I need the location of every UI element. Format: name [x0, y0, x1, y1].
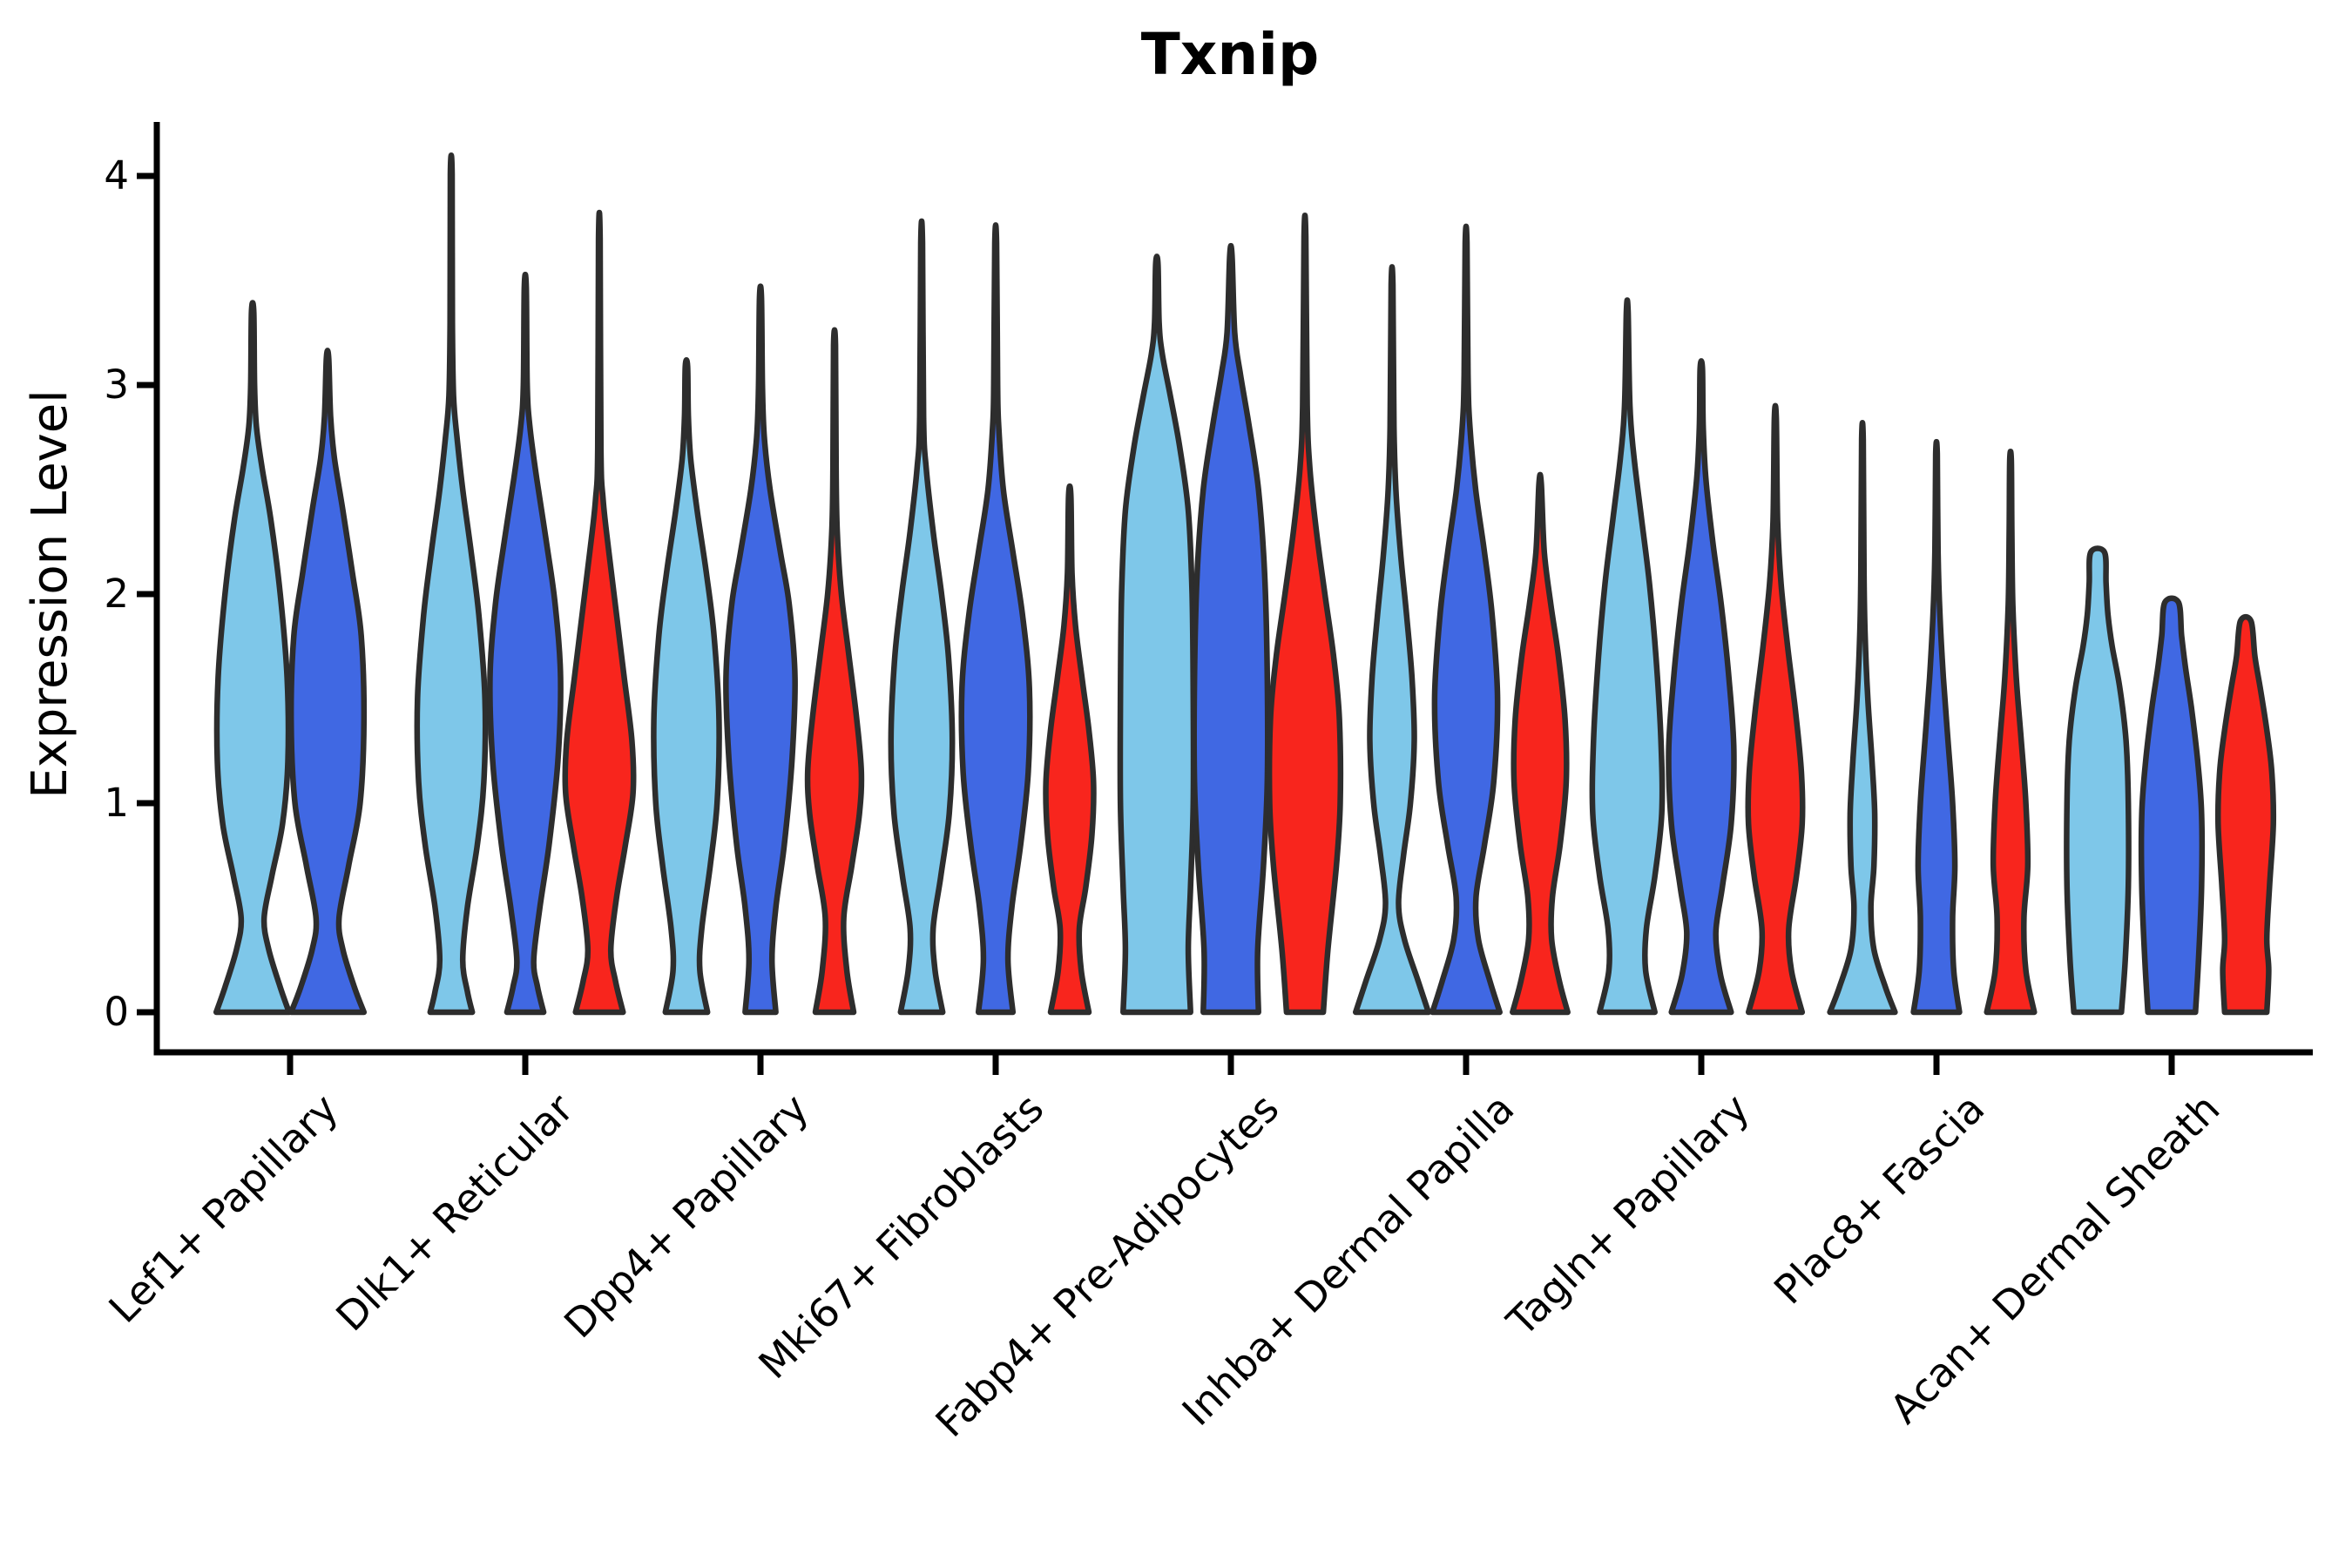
- violin-fabp4-pre-adipocytes-series-1: [1191, 242, 1271, 1016]
- violin-tagln-papillary-series-0: [1589, 297, 1666, 1016]
- violin-dlk1-reticular-series-2: [562, 210, 637, 1016]
- violin-plac8-fascia-series-2: [1984, 448, 2038, 1016]
- violin-dlk1-reticular-series-1: [487, 271, 564, 1016]
- violin-tagln-papillary-series-2: [1745, 402, 1806, 1016]
- violin-plac8-fascia-series-0: [1827, 419, 1898, 1016]
- violin-tagln-papillary-series-1: [1666, 358, 1737, 1016]
- violin-acan-dermal-sheath-series-1: [2138, 595, 2206, 1016]
- violin-dlk1-reticular-series-0: [414, 152, 489, 1016]
- violin-lef1-papillary-series-0: [213, 300, 293, 1016]
- violin-mki67-fibroblasts-series-1: [958, 222, 1033, 1016]
- violin-fabp4-pre-adipocytes-series-2: [1266, 213, 1344, 1016]
- violin-inhba-dermal-papilla-series-0: [1352, 264, 1432, 1016]
- y-tick-label-4: 4: [104, 152, 129, 199]
- violin-lef1-papillary-series-1: [287, 348, 368, 1016]
- violin-dpp4-papillary-series-2: [804, 327, 865, 1016]
- violin-acan-dermal-sheath-series-2: [2214, 613, 2277, 1016]
- violin-dpp4-papillary-series-0: [651, 356, 722, 1016]
- violin-acan-dermal-sheath-series-0: [2064, 545, 2132, 1016]
- violin-mki67-fibroblasts-series-2: [1043, 483, 1097, 1016]
- violin-dpp4-papillary-series-1: [723, 283, 798, 1016]
- y-tick-label-3: 3: [104, 362, 129, 408]
- plot-title: Txnip: [1140, 21, 1320, 88]
- violin-fabp4-pre-adipocytes-series-0: [1117, 253, 1197, 1016]
- violin-plac8-fascia-series-1: [1910, 438, 1963, 1016]
- y-tick-label-1: 1: [104, 780, 129, 826]
- violin-inhba-dermal-papilla-series-2: [1510, 471, 1571, 1016]
- violin-mki67-fibroblasts-series-0: [888, 218, 956, 1016]
- violin-inhba-dermal-papilla-series-1: [1429, 223, 1503, 1016]
- y-tick-label-2: 2: [104, 571, 129, 617]
- y-tick-label-0: 0: [104, 989, 129, 1035]
